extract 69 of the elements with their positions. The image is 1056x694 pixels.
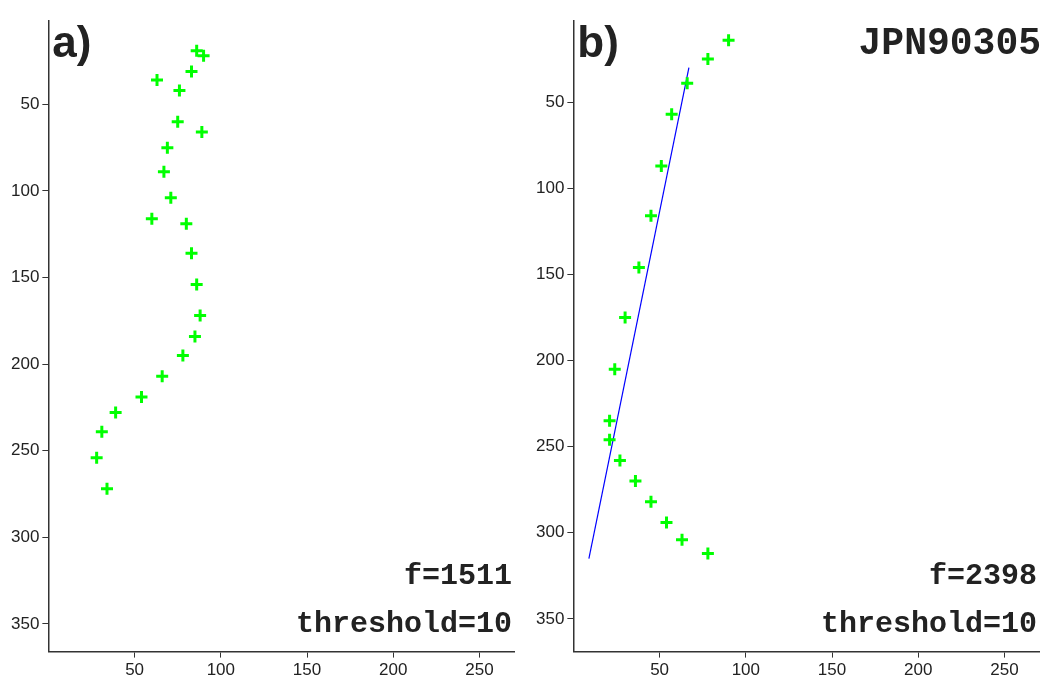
annotation: f=2398 <box>928 559 1037 594</box>
point <box>187 328 203 344</box>
annotation: JPN90305 <box>858 21 1041 65</box>
point <box>159 140 175 156</box>
point <box>194 124 210 140</box>
y-tick-label: 100 <box>535 177 565 197</box>
annotation: threshold=10 <box>820 607 1037 642</box>
point <box>664 106 680 122</box>
point <box>612 452 628 468</box>
point <box>184 63 199 79</box>
point <box>94 424 110 440</box>
y-tick-label: 100 <box>10 180 40 200</box>
point <box>178 216 194 232</box>
point <box>163 190 179 206</box>
y-tick-label: 300 <box>10 526 40 546</box>
x-tick-label: 150 <box>292 660 322 680</box>
x-tick-label: 50 <box>125 660 145 680</box>
x-tick-label: 250 <box>990 660 1019 680</box>
y-tick-label: 200 <box>10 353 40 373</box>
annotation: b) <box>577 17 619 67</box>
x-tick-label: 50 <box>650 660 670 680</box>
y-tick-label: 150 <box>535 264 565 284</box>
x-tick-label: 200 <box>379 660 408 680</box>
point <box>602 413 618 429</box>
point <box>89 450 105 466</box>
point <box>658 514 674 530</box>
x-tick-label: 250 <box>465 660 494 680</box>
point <box>617 309 633 325</box>
point <box>674 532 690 548</box>
x-tick-label: 150 <box>817 660 847 680</box>
point <box>154 368 170 384</box>
point <box>108 405 124 421</box>
x-tick-label: 200 <box>904 660 933 680</box>
point <box>192 308 208 324</box>
annotation: threshold=10 <box>295 607 512 642</box>
point <box>643 208 659 224</box>
point <box>156 164 172 180</box>
y-tick-label: 150 <box>10 267 40 287</box>
point <box>133 389 149 405</box>
point <box>602 432 618 448</box>
y-tick-label: 50 <box>545 91 565 111</box>
point <box>170 114 186 130</box>
point <box>171 82 187 98</box>
point <box>653 158 669 174</box>
y-tick-label: 200 <box>535 350 565 370</box>
point <box>631 260 647 275</box>
point <box>175 347 191 363</box>
y-tick-label: 250 <box>10 440 40 460</box>
point <box>721 32 737 48</box>
point <box>679 75 695 91</box>
point <box>627 473 643 489</box>
y-tick-label: 50 <box>20 94 40 114</box>
point <box>700 51 716 67</box>
point <box>643 494 659 510</box>
point <box>144 211 160 227</box>
y-tick-label: 350 <box>535 608 565 628</box>
y-tick-label: 250 <box>535 436 565 456</box>
point <box>149 72 165 88</box>
annotation: f=1511 <box>403 559 512 594</box>
point <box>189 276 205 292</box>
point <box>607 361 623 377</box>
annotation: a) <box>52 17 92 67</box>
y-tick-label: 350 <box>10 613 40 633</box>
point <box>99 481 115 497</box>
x-tick-label: 100 <box>206 660 236 680</box>
y-tick-label: 300 <box>535 522 565 542</box>
point <box>184 245 199 261</box>
point <box>700 545 716 561</box>
x-tick-label: 100 <box>731 660 761 680</box>
